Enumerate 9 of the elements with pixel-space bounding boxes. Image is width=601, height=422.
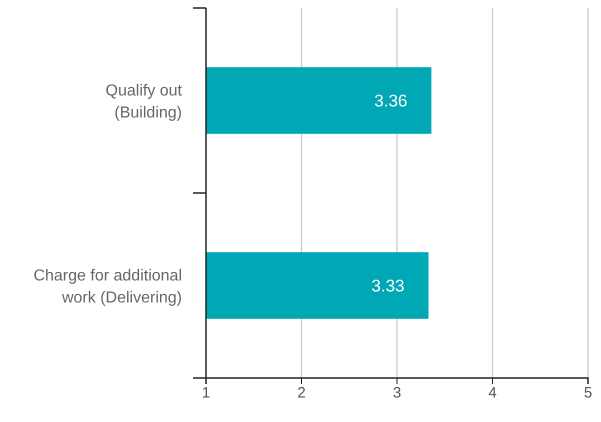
x-tick-label: 1 [202,384,210,402]
x-tick-label: 5 [584,384,592,402]
x-tick-label: 2 [297,384,306,402]
data-label: 3.33 [371,276,405,296]
data-label: 3.36 [374,92,408,110]
x-tick-label: 4 [488,384,497,402]
y-tick-label: Qualify out (Building) [106,82,183,122]
x-tick-label: 3 [392,384,402,402]
y-tick-label: Charge for additional work (Delivering) [33,268,182,306]
